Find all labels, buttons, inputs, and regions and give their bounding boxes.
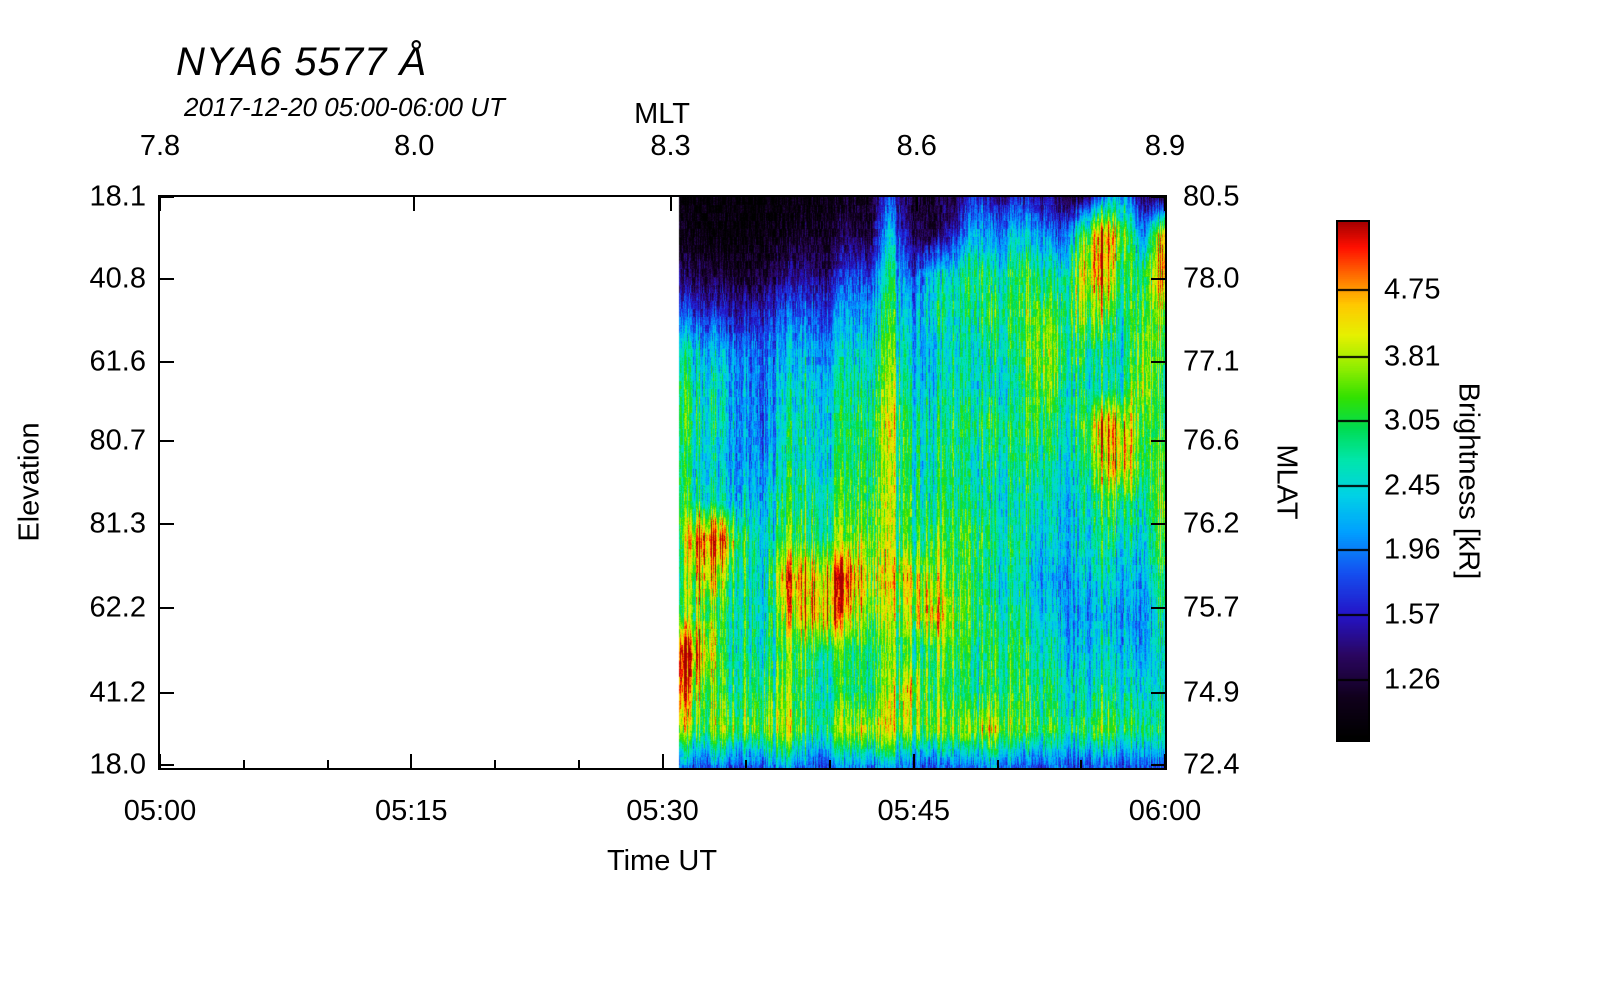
heatmap-canvas bbox=[160, 197, 1165, 768]
colorbar-title: Brightness [kR] bbox=[1452, 382, 1485, 580]
tick-label-mlat: 74.9 bbox=[1183, 676, 1240, 709]
tick-label-elevation: 40.8 bbox=[89, 262, 146, 295]
plot-title: NYA6 5577 Å bbox=[176, 40, 428, 84]
tick-label-mlat: 72.4 bbox=[1183, 748, 1240, 781]
tick-label-mlat: 80.5 bbox=[1183, 180, 1240, 213]
tick-label-mlat: 77.1 bbox=[1183, 345, 1240, 378]
tick-label-brightness: 2.45 bbox=[1384, 469, 1441, 502]
bottom-axis-title: Time UT bbox=[606, 845, 718, 877]
tick-label-mlat: 76.6 bbox=[1183, 424, 1240, 457]
tick-label-time: 05:30 bbox=[626, 795, 699, 827]
tick-label-mlat: 78.0 bbox=[1183, 262, 1240, 295]
tick-label-mlat: 75.7 bbox=[1183, 591, 1240, 624]
tick-label-time: 05:45 bbox=[877, 795, 951, 827]
top-axis-title: MLT bbox=[634, 98, 690, 130]
tick-label-brightness: 1.96 bbox=[1384, 533, 1441, 566]
tick-label-mlt: 8.9 bbox=[1144, 130, 1186, 162]
tick-label-brightness: 3.05 bbox=[1384, 404, 1441, 437]
tick-label-mlt: 7.8 bbox=[139, 130, 181, 162]
tick-label-brightness: 1.57 bbox=[1384, 598, 1441, 631]
tick-label-mlt: 8.3 bbox=[650, 130, 691, 162]
tick-label-elevation: 62.2 bbox=[89, 591, 146, 624]
tick-label-mlt: 8.0 bbox=[394, 130, 435, 162]
tick-label-elevation: 61.6 bbox=[89, 345, 146, 378]
tick-label-time: 05:15 bbox=[374, 795, 448, 827]
tick-label-elevation: 18.1 bbox=[89, 180, 146, 213]
tick-label-elevation: 41.2 bbox=[89, 676, 146, 709]
plot-subtitle: 2017-12-20 05:00-06:00 UT bbox=[184, 92, 505, 122]
tick-label-brightness: 1.26 bbox=[1384, 663, 1441, 696]
tick-label-time: 05:00 bbox=[123, 795, 197, 827]
colorbar-canvas bbox=[1338, 222, 1368, 740]
tick-label-brightness: 4.75 bbox=[1384, 273, 1441, 306]
tick-label-elevation: 18.0 bbox=[89, 748, 146, 781]
tick-label-mlt: 8.6 bbox=[896, 130, 937, 162]
right-axis-title: MLAT bbox=[1270, 444, 1303, 520]
tick-label-brightness: 3.81 bbox=[1384, 340, 1441, 373]
left-axis-title: Elevation bbox=[13, 422, 46, 542]
tick-label-mlat: 76.2 bbox=[1183, 507, 1240, 540]
tick-label-time: 06:00 bbox=[1128, 795, 1202, 827]
